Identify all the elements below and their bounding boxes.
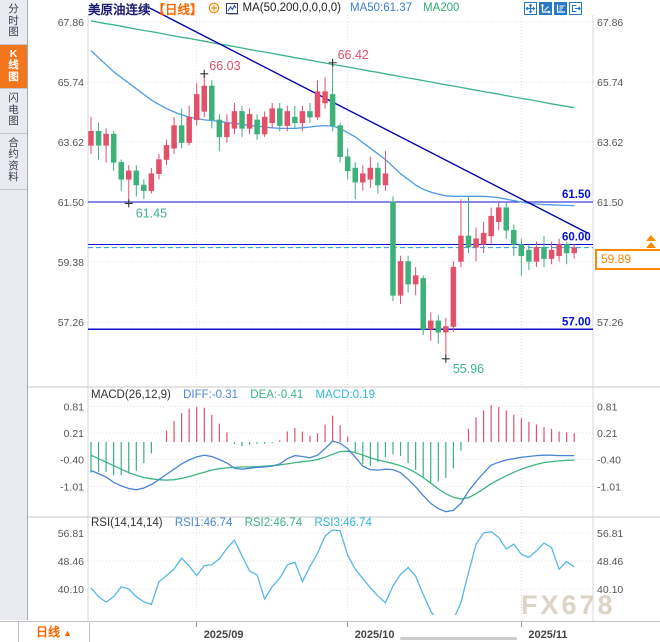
descending-trendline[interactable] — [149, 7, 589, 234]
svg-text:61.50: 61.50 — [58, 197, 84, 209]
svg-text:-1.01: -1.01 — [597, 481, 621, 493]
svg-text:48.46: 48.46 — [58, 556, 84, 568]
svg-text:61.45: 61.45 — [136, 206, 167, 220]
svg-text:40.10: 40.10 — [58, 584, 84, 596]
svg-text:65.74: 65.74 — [597, 77, 623, 89]
axis-zoom-icon[interactable] — [539, 2, 552, 15]
svg-text:0.81: 0.81 — [64, 401, 85, 413]
ma200-value-label: MA200 — [423, 2, 460, 14]
sidebar-tab-2[interactable]: 闪电图 — [0, 89, 27, 134]
svg-text:67.86: 67.86 — [597, 17, 623, 29]
svg-text:57.00: 57.00 — [562, 316, 591, 328]
svg-text:57.26: 57.26 — [58, 317, 84, 329]
macd-macd-value: MACD:0.19 — [315, 389, 375, 401]
svg-text:63.62: 63.62 — [597, 137, 623, 149]
svg-text:40.10: 40.10 — [597, 584, 623, 596]
svg-text:61.50: 61.50 — [597, 197, 623, 209]
period-tab-label: 日线 — [36, 625, 61, 639]
ma-settings-label[interactable]: MA(50,200,0,0,0,0) — [242, 2, 341, 14]
macd-dea-line — [90, 450, 575, 500]
chart-toolbar — [524, 2, 582, 15]
symbol-name: 美原油连续 — [88, 2, 151, 17]
svg-text:60.00: 60.00 — [562, 231, 591, 243]
price-annotations: 66.03 66.42 61.45 55.96 — [124, 48, 484, 376]
period-tab-daily[interactable]: 日线 ▲ — [18, 622, 90, 642]
ma50-value-label: MA50:61.37 — [349, 2, 412, 14]
svg-text:67.86: 67.86 — [58, 17, 84, 29]
pan-icon[interactable] — [524, 2, 537, 15]
axis-zoom-alt-icon[interactable] — [554, 2, 567, 15]
support-resistance-lines[interactable]: 61.50 60.00 57.00 — [88, 189, 593, 330]
panel-borders — [28, 15, 660, 621]
macd-title[interactable]: MACD(26,12,9) — [91, 389, 171, 401]
svg-text:48.46: 48.46 — [597, 556, 623, 568]
current-price-box: 59.89 — [595, 249, 660, 270]
macd-panel — [90, 405, 575, 483]
sidebar-tab-3[interactable]: 合约资料 — [0, 134, 27, 190]
macd-panel-header: MACD(26,12,9) DIFF:-0.31 DEA:-0.41 MACD:… — [91, 389, 375, 401]
candles-layer — [88, 62, 577, 359]
svg-text:2025/09: 2025/09 — [204, 629, 244, 641]
svg-text:2025/11: 2025/11 — [528, 629, 567, 641]
svg-text:57.26: 57.26 — [597, 317, 623, 329]
svg-text:-0.40: -0.40 — [597, 455, 621, 467]
svg-text:2025/10: 2025/10 — [355, 629, 395, 641]
svg-text:56.81: 56.81 — [58, 528, 84, 540]
rsi-title[interactable]: RSI(14,14,14) — [91, 517, 163, 529]
svg-text:-1.01: -1.01 — [60, 481, 84, 493]
exit-chart-icon[interactable] — [569, 2, 582, 15]
period-up-arrow-icon: ▲ — [63, 628, 72, 638]
watermark: FX678 — [521, 590, 616, 620]
sidebar-tab-0[interactable]: 分时图 — [0, 0, 27, 45]
bottom-bar: 日线 ▲ — [0, 621, 660, 642]
chart-header: 美原油连续 【日线】 MA(50,200,0,0,0,0) MA50:61.37… — [88, 0, 460, 17]
svg-text:55.96: 55.96 — [453, 362, 484, 376]
macd-diff-line — [90, 440, 575, 513]
svg-text:0.21: 0.21 — [64, 428, 85, 440]
add-indicator-icon[interactable] — [208, 2, 220, 14]
svg-text:0.81: 0.81 — [597, 401, 618, 413]
horizontal-scrollbar[interactable] — [400, 637, 517, 640]
svg-text:0.21: 0.21 — [597, 428, 618, 440]
rsi-line — [90, 529, 575, 615]
svg-text:56.81: 56.81 — [597, 528, 623, 540]
svg-text:59.38: 59.38 — [58, 257, 84, 269]
svg-text:63.62: 63.62 — [58, 137, 84, 149]
svg-text:-0.40: -0.40 — [60, 455, 84, 467]
rsi3-value: RSI3:46.74 — [314, 517, 372, 529]
macd-diff-value: DIFF:-0.31 — [183, 389, 239, 401]
rsi-panel-header: RSI(14,14,14) RSI1:46.74 RSI2:46.74 RSI3… — [91, 517, 372, 529]
svg-text:66.03: 66.03 — [209, 59, 240, 73]
kline-window-icon[interactable] — [225, 2, 239, 15]
rsi1-value: RSI1:46.74 — [174, 517, 233, 529]
rsi2-value: RSI2:46.74 — [244, 517, 303, 529]
double-up-arrow-icon — [646, 235, 656, 248]
period-label[interactable]: 【日线】 — [152, 2, 203, 17]
svg-text:61.50: 61.50 — [562, 189, 591, 201]
svg-text:66.42: 66.42 — [338, 48, 369, 62]
macd-dea-value: DEA:-0.41 — [250, 389, 304, 401]
svg-text:65.74: 65.74 — [58, 77, 84, 89]
